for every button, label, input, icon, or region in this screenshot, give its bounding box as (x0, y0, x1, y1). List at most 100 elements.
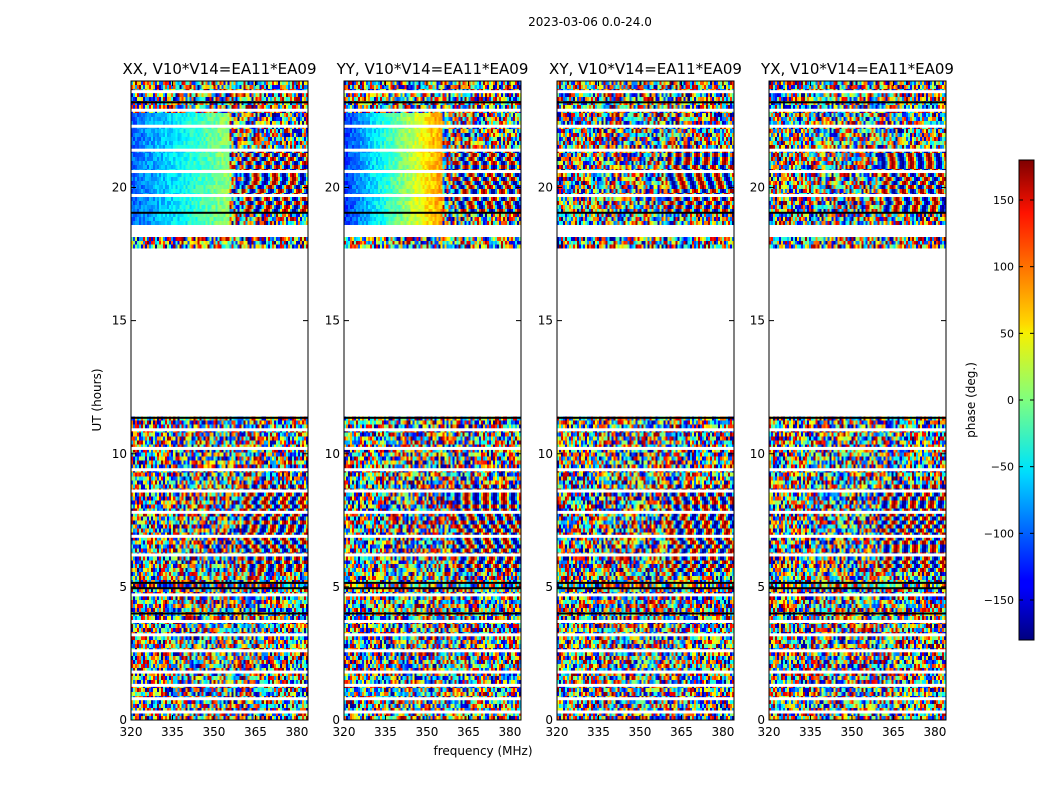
flagged-row (557, 510, 734, 514)
flagged-row (769, 468, 946, 472)
flagged-row (131, 108, 308, 112)
flagged-row (131, 683, 308, 687)
flagged-row (131, 534, 308, 538)
panel-title: XX, V10*V14=EA11*EA09 (122, 60, 316, 78)
flagged-row (344, 633, 521, 637)
x-tick-label: 335 (799, 725, 822, 739)
flagged-row (131, 90, 308, 94)
y-tick-label: 10 (325, 447, 340, 461)
y-tick-label: 10 (538, 447, 553, 461)
flagged-row (131, 633, 308, 637)
flagged-row (131, 428, 308, 432)
flagged-row (344, 446, 521, 450)
flagged-row (344, 649, 521, 653)
phase-heatmap (769, 81, 946, 720)
flagged-row (131, 593, 308, 597)
colorbar-tick-label: −150 (984, 594, 1014, 607)
flagged-row-dark (557, 211, 734, 214)
x-tick-label: 380 (498, 725, 521, 739)
flagged-row-dark (769, 581, 946, 584)
flagged-row-dark (557, 101, 734, 104)
panel-xx: XX, V10*V14=EA11*EA09 320 335 350 365 380 0 5 10… (112, 60, 317, 739)
flagged-row (769, 193, 946, 197)
flagged-row-dark (344, 581, 521, 584)
flagged-row (344, 670, 521, 674)
y-tick-label: 20 (750, 181, 765, 195)
flagged-row (769, 170, 946, 174)
flagged-row (769, 710, 946, 714)
y-tick-label: 5 (332, 580, 340, 594)
colorbar-label: phase (deg.) (964, 362, 978, 438)
flagged-row (769, 108, 946, 112)
colorbar: −150 −100 −50 0 50 100 150 phase (deg.) (964, 159, 1035, 641)
x-tick-label: 320 (333, 725, 356, 739)
x-tick-label: 320 (120, 725, 143, 739)
flagged-row (131, 649, 308, 653)
x-tick-label: 365 (457, 725, 480, 739)
y-tick-label: 10 (112, 447, 127, 461)
flagged-row (344, 710, 521, 714)
flagged-row-dark (769, 587, 946, 590)
flagged-row (769, 534, 946, 538)
y-tick-label: 15 (750, 314, 765, 328)
flagged-row (131, 468, 308, 472)
flagged-row (344, 510, 521, 514)
x-tick-label: 335 (161, 725, 184, 739)
flagged-row (131, 170, 308, 174)
flagged-row (344, 108, 521, 112)
flagged-row (131, 124, 308, 128)
flagged-row (344, 468, 521, 472)
flagged-row (131, 619, 308, 623)
x-tick-label: 380 (711, 725, 734, 739)
flagged-row (557, 649, 734, 653)
flagged-row (131, 193, 308, 197)
flagged-row (557, 710, 734, 714)
flagged-row-dark (557, 587, 734, 590)
panel-title: YX, V10*V14=EA11*EA09 (760, 60, 954, 78)
flagged-row (557, 90, 734, 94)
panel-frame (130, 80, 309, 721)
flagged-row (557, 446, 734, 450)
flagged-row (131, 697, 308, 701)
panel-title: YY, V10*V14=EA11*EA09 (336, 60, 529, 78)
flagged-row-dark (344, 416, 521, 419)
flagged-row (557, 683, 734, 687)
flagged-row-dark (557, 581, 734, 584)
flagged-row (344, 553, 521, 557)
flagged-row (344, 619, 521, 623)
flagged-row (557, 593, 734, 597)
y-axis-label: UT (hours) (90, 368, 104, 431)
flagged-row (557, 670, 734, 674)
flagged-row-dark (131, 612, 308, 615)
flagged-row (769, 697, 946, 701)
flagged-row (344, 148, 521, 152)
flagged-row (344, 593, 521, 597)
flagged-row (344, 428, 521, 432)
flagged-row (344, 124, 521, 128)
flagged-row-dark (769, 211, 946, 214)
flagged-row (557, 553, 734, 557)
x-tick-label: 350 (416, 725, 439, 739)
flagged-row-dark (344, 612, 521, 615)
flagged-row (557, 428, 734, 432)
y-tick-label: 20 (325, 181, 340, 195)
x-tick-label: 380 (285, 725, 308, 739)
y-tick-label: 10 (750, 447, 765, 461)
panel-title: XY, V10*V14=EA11*EA09 (549, 60, 742, 78)
flagged-row (557, 124, 734, 128)
flagged-row-dark (557, 612, 734, 615)
flagged-row (557, 697, 734, 701)
x-tick-label: 350 (203, 725, 226, 739)
flagged-row-dark (557, 416, 734, 419)
y-tick-label: 0 (332, 713, 340, 727)
colorbar-tick-label: 0 (1007, 394, 1014, 407)
panel-yy: YY, V10*V14=EA11*EA09 320 335 350 365 380 0 5 10… (325, 60, 529, 739)
panel-group: XX, V10*V14=EA11*EA09 320 335 350 365 380 0 5 10… (112, 60, 954, 739)
flagged-row (769, 428, 946, 432)
panel-frame (343, 80, 522, 721)
flagged-row (769, 593, 946, 597)
flagged-row (769, 553, 946, 557)
y-tick-label: 20 (112, 181, 127, 195)
y-tick-label: 5 (545, 580, 553, 594)
